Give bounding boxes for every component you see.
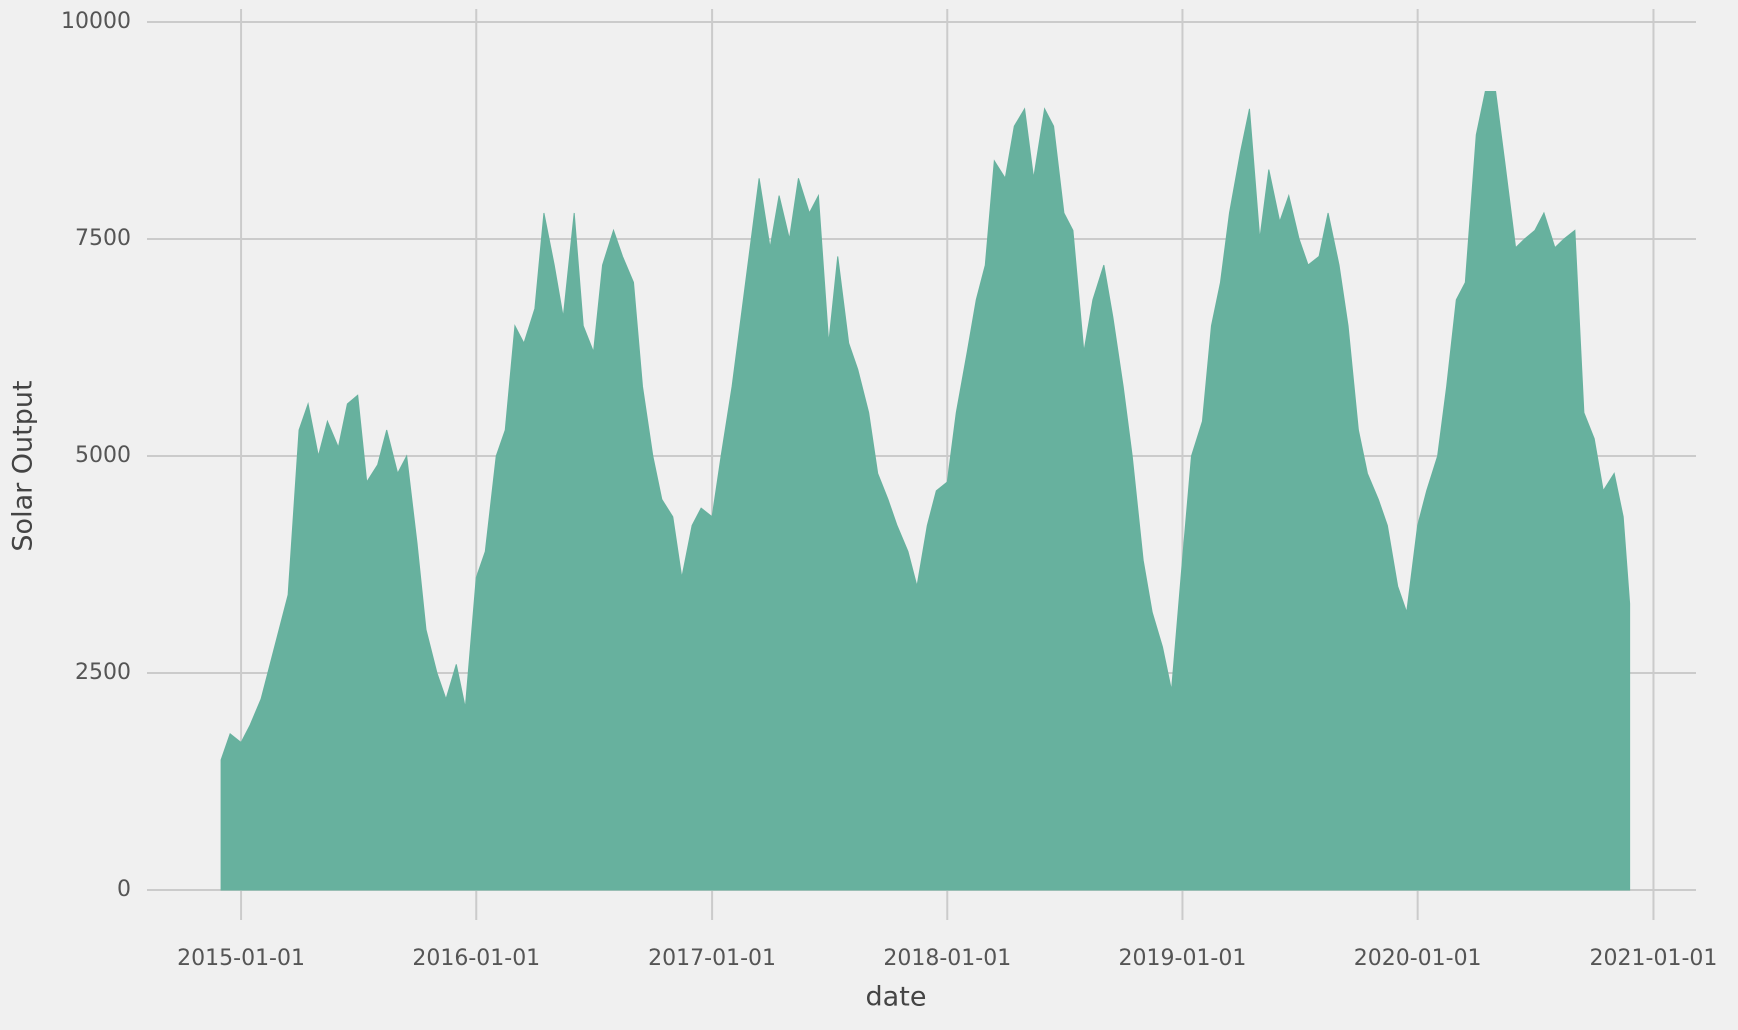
area: [220, 90, 1631, 891]
y-axis-label: Solar Output: [8, 380, 39, 551]
y-tick-label: 5000: [75, 443, 131, 468]
x-tick-label: 2018-01-01: [883, 946, 1011, 971]
x-tick-label: 2019-01-01: [1119, 946, 1247, 971]
x-axis-label: date: [866, 982, 927, 1013]
y-tick-label: 2500: [75, 660, 131, 685]
x-tick-label: 2021-01-01: [1590, 946, 1718, 971]
x-tick-label: 2020-01-01: [1354, 946, 1482, 971]
labels: 0 2500 5000 7500 10000 2015-01-01 2016-01-01 20…: [61, 9, 1717, 971]
x-tick-label: 2015-01-01: [177, 946, 305, 971]
marks: [220, 90, 1631, 891]
y-tick-label: 7500: [75, 226, 131, 251]
y-tick-label: 10000: [61, 9, 131, 34]
x-tick-label: 2017-01-01: [648, 946, 776, 971]
x-tick-label: 2016-01-01: [412, 946, 540, 971]
y-tick-label: 0: [117, 877, 131, 902]
